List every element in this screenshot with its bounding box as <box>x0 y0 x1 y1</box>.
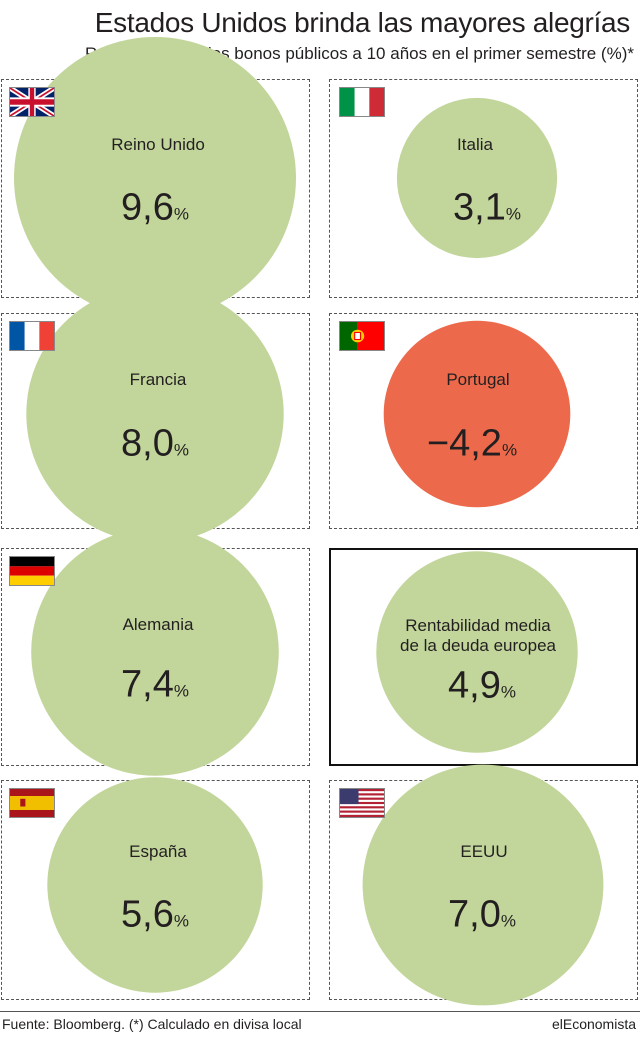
value-text: 8,0 <box>121 422 174 465</box>
usa-flag-icon <box>339 788 385 818</box>
panel-italia <box>329 79 638 298</box>
value-text: 4,9 <box>448 664 501 707</box>
unit-text: % <box>501 440 518 460</box>
value-alemania: 7,4% <box>121 665 189 712</box>
unit-text: % <box>173 681 189 701</box>
chart-subtitle: Rentabilidad de los bonos públicos a 10 … <box>84 44 634 63</box>
value-espana: 5,6% <box>121 895 189 942</box>
label-francia: Francia <box>129 370 187 389</box>
footer-divider <box>0 1011 640 1012</box>
chart-title: Estados Unidos brinda las mayores alegrí… <box>94 7 631 38</box>
value-media-europea: 4,9% <box>448 666 516 713</box>
label-espana: España <box>129 842 187 861</box>
germany-flag-icon <box>9 556 55 586</box>
label-portugal: Portugal <box>446 370 510 389</box>
italy-flag-icon <box>339 87 385 117</box>
unit-text: % <box>173 911 189 931</box>
france-flag-icon <box>9 321 55 351</box>
label-line-2: de la deuda europea <box>400 636 556 655</box>
value-text: 7,4 <box>121 663 174 706</box>
value-text: 5,6 <box>121 893 174 936</box>
unit-text: % <box>500 682 516 702</box>
value-eeuu: 7,0% <box>448 895 516 942</box>
panel-media-europea <box>329 548 638 766</box>
portugal-flag-icon <box>339 321 385 351</box>
unit-text: % <box>500 911 516 931</box>
uk-flag-icon <box>9 87 55 117</box>
label-italia: Italia <box>457 135 493 154</box>
value-text: −4,2 <box>426 422 502 465</box>
label-reino-unido: Reino Unido <box>111 135 205 154</box>
label-alemania: Alemania <box>122 615 194 634</box>
value-francia: 8,0% <box>121 424 189 471</box>
label-line-1: Rentabilidad media <box>405 616 551 635</box>
value-text: 9,6 <box>121 186 174 229</box>
label-eeuu: EEUU <box>460 842 508 861</box>
panel-portugal <box>329 313 638 529</box>
spain-flag-icon <box>9 788 55 818</box>
brand-logo: elEconomista <box>551 1016 636 1032</box>
label-media-europea: Rentabilidad media de la deuda europea <box>400 616 556 656</box>
unit-text: % <box>505 204 521 224</box>
value-portugal: −4,2% <box>427 424 517 471</box>
value-text: 3,1 <box>453 186 506 229</box>
value-italia: 3,1% <box>453 188 521 235</box>
value-reino-unido: 9,6% <box>121 188 189 235</box>
unit-text: % <box>173 440 189 460</box>
value-text: 7,0 <box>448 893 501 936</box>
unit-text: % <box>173 204 189 224</box>
source-note: Fuente: Bloomberg. (*) Calculado en divi… <box>2 1016 302 1032</box>
